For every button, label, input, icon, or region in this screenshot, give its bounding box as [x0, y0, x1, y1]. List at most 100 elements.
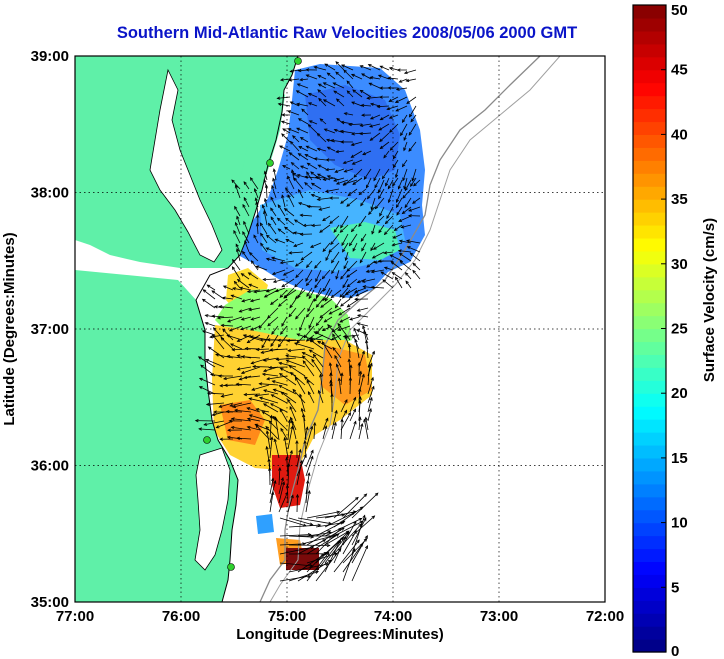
velocity-vector-head	[271, 491, 275, 496]
chesapeake-bay	[149, 68, 223, 263]
colorbar-step	[633, 419, 666, 433]
velocity-vector	[289, 406, 297, 422]
velocity-vector-head	[198, 427, 203, 431]
velocity-vector-head	[265, 430, 270, 435]
velocity-vector-head	[298, 146, 303, 150]
x-axis-ticks: 77:00 76:00 75:00 74:00 73:00 72:00	[56, 608, 624, 625]
velocity-vector	[333, 506, 364, 528]
velocity-vector	[333, 90, 345, 98]
velocity-vector	[389, 114, 399, 119]
velocity-vector	[247, 426, 261, 431]
colorbar-step	[633, 250, 666, 265]
velocity-vector	[335, 61, 345, 71]
velocity-vector	[392, 272, 403, 280]
colorbar-step	[633, 173, 666, 187]
velocity-vector-head	[404, 187, 408, 192]
velocity-vector-head	[293, 243, 297, 247]
velocity-vector-head	[352, 547, 356, 552]
velocity-vector-head	[367, 364, 372, 368]
velocity-vector	[387, 105, 399, 110]
velocity-vector	[287, 426, 293, 450]
velocity-vector	[360, 233, 367, 242]
velocity-vector-head	[301, 413, 306, 418]
velocity-vector	[366, 260, 376, 268]
velocity-vector	[342, 493, 367, 519]
radar-station-marker	[266, 159, 274, 167]
velocity-vector-head	[236, 436, 240, 440]
velocity-vector	[291, 162, 300, 170]
velocity-vector-head	[404, 204, 408, 209]
velocity-vector	[367, 96, 381, 99]
velocity-vector-head	[263, 210, 267, 215]
velocity-vector-head	[269, 403, 274, 407]
velocity-vector	[202, 289, 216, 300]
velocity-vector	[317, 148, 327, 152]
velocity-vector	[361, 73, 372, 80]
velocity-vector-head	[337, 322, 341, 327]
velocity-vector	[315, 316, 324, 326]
velocity-vector-head	[226, 435, 231, 440]
velocity-vector-head	[255, 408, 260, 412]
velocity-vector	[251, 316, 261, 320]
velocity-vector-head	[350, 154, 355, 158]
velocity-vector-head	[265, 234, 270, 239]
velocity-vector	[304, 176, 318, 179]
velocity-vector-head	[352, 89, 356, 93]
velocity-vector	[199, 386, 216, 395]
colorbar-step	[633, 574, 666, 588]
velocity-vector	[298, 118, 309, 125]
velocity-vector-head	[388, 98, 393, 102]
velocity-vector-head	[293, 342, 298, 346]
velocity-vector-head	[340, 275, 344, 280]
velocity-vector	[329, 307, 342, 315]
velocity-vector-head	[269, 414, 274, 419]
velocity-vector-head	[269, 301, 274, 306]
velocity-vector-head	[271, 331, 275, 335]
velocity-vector-head	[313, 157, 318, 161]
velocity-vector	[272, 380, 288, 386]
velocity-vector	[346, 260, 358, 272]
velocity-vector-head	[361, 113, 365, 117]
velocity-vector	[406, 78, 417, 82]
velocity-vector	[349, 421, 357, 440]
velocity-vector-head	[324, 63, 329, 67]
velocity-vector	[287, 420, 291, 441]
colorbar-step	[633, 147, 666, 161]
velocity-vector-head	[308, 324, 312, 329]
velocity-vector	[308, 316, 315, 329]
velocity-vector-head	[319, 314, 324, 319]
velocity-vector-head	[236, 354, 241, 358]
velocity-vector-head	[327, 324, 331, 328]
velocity-vector	[235, 222, 241, 235]
velocity-vector-head	[397, 185, 401, 190]
velocity-vector-head	[347, 411, 351, 416]
velocity-vector	[327, 72, 336, 80]
velocity-vector	[378, 123, 390, 131]
velocity-vector	[358, 423, 363, 440]
velocity-vector	[304, 182, 313, 190]
velocity-vector	[333, 177, 345, 182]
velocity-vector-head	[296, 83, 301, 87]
x-tick-label: 74:00	[374, 608, 412, 625]
velocity-vector-head	[289, 69, 294, 73]
velocity-vector	[284, 208, 295, 217]
velocity-vector	[261, 334, 270, 348]
velocity-vector-head	[294, 295, 299, 300]
velocity-vector	[292, 135, 300, 143]
velocity-vector	[392, 242, 403, 246]
velocity-vector-head	[277, 228, 282, 232]
velocity-vector	[349, 123, 363, 126]
velocity-vector-head	[285, 491, 289, 496]
velocity-vector	[273, 278, 286, 283]
velocity-vector	[387, 179, 394, 189]
velocity-vector	[367, 364, 371, 386]
velocity-vector	[343, 179, 358, 185]
velocity-vector	[311, 182, 322, 190]
velocity-vector	[402, 159, 408, 167]
velocity-vector	[280, 260, 295, 264]
velocity-vector-head	[281, 133, 285, 137]
velocity-vector-head	[373, 260, 378, 264]
velocity-vector-head	[242, 334, 247, 338]
velocity-vector	[357, 278, 367, 283]
velocity-vector	[199, 377, 216, 386]
